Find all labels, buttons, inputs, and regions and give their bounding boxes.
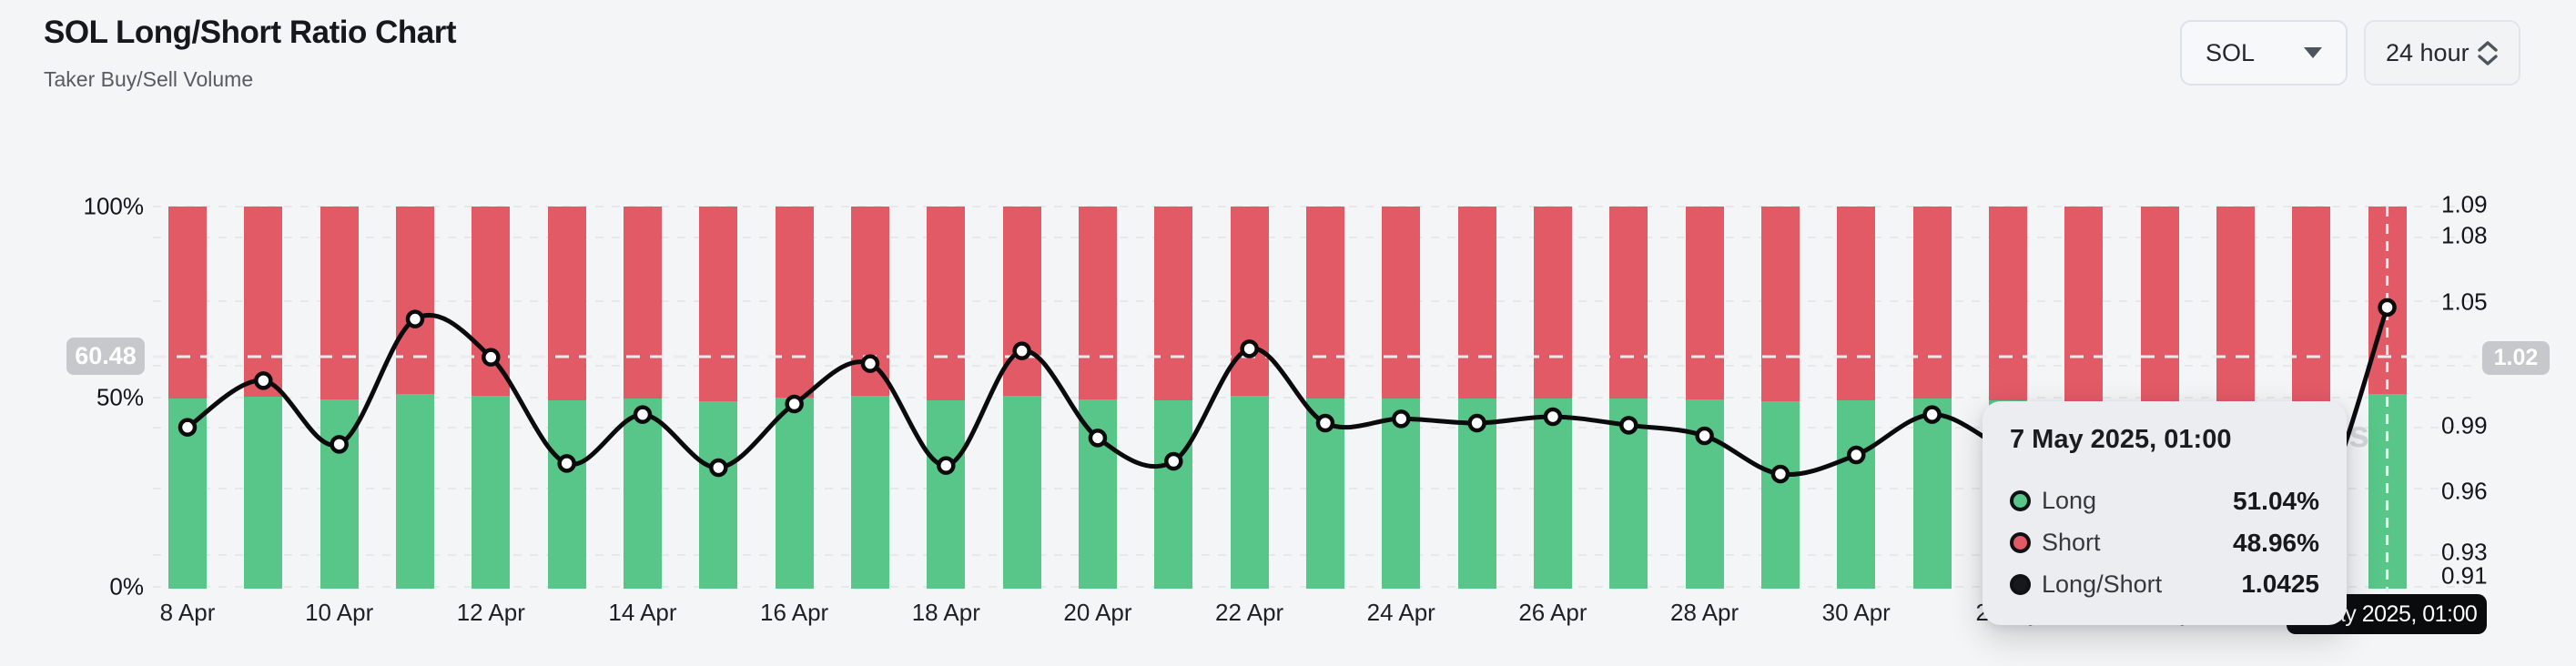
y-axis-tick-right: 0.91	[2441, 561, 2488, 590]
x-axis-tick-label: 24 Apr	[1366, 599, 1435, 626]
y-axis-tick-left: 0%	[109, 572, 144, 600]
tooltip-short-value: 48.96%	[2233, 528, 2319, 557]
interval-select[interactable]: 24 hour	[2364, 20, 2520, 86]
left-axis-pointer-badge: 60.48	[66, 338, 145, 375]
short-dot-icon	[2010, 532, 2031, 553]
long-dot-icon	[2010, 490, 2031, 512]
x-axis-tick-label: 20 Apr	[1063, 599, 1132, 626]
tooltip-ratio-label: Long/Short	[2042, 570, 2163, 598]
tooltip-short-label: Short	[2042, 529, 2101, 556]
x-axis-tick-label: 14 Apr	[608, 599, 677, 626]
y-axis-tick-right: 1.08	[2441, 221, 2488, 249]
y-axis-tick-right: 0.96	[2441, 477, 2488, 505]
caret-down-icon	[2304, 47, 2322, 58]
x-axis-tick-label: 28 Apr	[1670, 599, 1739, 626]
x-axis-tick-label: 12 Apr	[456, 599, 525, 626]
tooltip-long-label: Long	[2042, 487, 2097, 515]
y-axis-tick-right: 0.93	[2441, 538, 2488, 566]
x-axis-tick-label: 30 Apr	[1821, 599, 1891, 626]
y-axis-tick-right: 0.99	[2441, 411, 2488, 439]
right-axis-pointer-badge: 1.02	[2482, 341, 2550, 375]
x-axis-tick-label: 26 Apr	[1518, 599, 1587, 626]
y-axis-tick-left: 100%	[83, 192, 145, 220]
page-subtitle: Taker Buy/Sell Volume	[44, 67, 254, 91]
tooltip-row-long: Long 51.04%	[2010, 480, 2319, 522]
long-short-dot-icon	[2010, 573, 2031, 595]
tooltip-title: 7 May 2025, 01:00	[2010, 425, 2232, 454]
symbol-select[interactable]: SOL	[2180, 20, 2348, 86]
x-axis-tick-label: 16 Apr	[760, 599, 829, 626]
tooltip-row-short: Short 48.96%	[2010, 522, 2319, 564]
y-axis-tick-right: 1.05	[2441, 288, 2488, 316]
x-axis-tick-label: 10 Apr	[305, 599, 374, 626]
x-axis-tick-label: 22 Apr	[1215, 599, 1284, 626]
x-axis-tick-label: 8 Apr	[159, 599, 216, 626]
chart-tooltip: 7 May 2025, 01:00 Long 51.04% Short 48.9…	[1983, 401, 2347, 625]
page-title: SOL Long/Short Ratio Chart	[44, 15, 457, 50]
sort-chevrons-icon	[2477, 40, 2499, 66]
y-axis-tick-left: 50%	[96, 383, 144, 411]
tooltip-ratio-value: 1.0425	[2241, 570, 2319, 599]
tooltip-row-ratio: Long/Short 1.0425	[2010, 563, 2319, 605]
interval-select-value: 24 hour	[2386, 38, 2470, 66]
tooltip-long-value: 51.04%	[2233, 486, 2319, 515]
symbol-select-value: SOL	[2206, 38, 2256, 66]
x-axis-tick-label: 18 Apr	[911, 599, 980, 626]
y-axis-tick-right: 1.09	[2441, 190, 2488, 218]
